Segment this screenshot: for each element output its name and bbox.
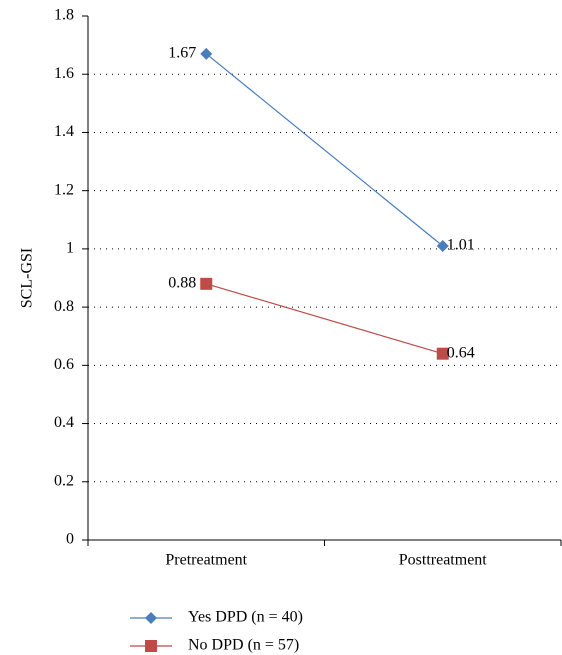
legend-label: Yes DPD (n = 40) bbox=[188, 609, 303, 626]
y-tick-label: 0.8 bbox=[54, 298, 74, 315]
data-point bbox=[436, 347, 449, 360]
y-tick-label: 1.6 bbox=[54, 65, 74, 82]
series-line bbox=[205, 53, 444, 247]
x-tick-label: Posttreatment bbox=[399, 552, 488, 569]
y-axis-label: SCL-GSI bbox=[19, 248, 36, 308]
y-tick-label: 0 bbox=[66, 531, 74, 548]
data-label: 1.01 bbox=[447, 237, 475, 254]
data-point bbox=[200, 277, 213, 290]
y-tick-label: 0.4 bbox=[54, 414, 74, 431]
data-label: 0.88 bbox=[168, 274, 196, 291]
y-tick-label: 1 bbox=[66, 240, 74, 257]
y-tick-label: 1.8 bbox=[54, 7, 74, 24]
series-line bbox=[206, 283, 443, 355]
data-point bbox=[436, 239, 449, 252]
data-label: 1.67 bbox=[168, 45, 196, 62]
legend-label: No DPD (n = 57) bbox=[188, 637, 299, 654]
x-tick-label: Pretreatment bbox=[165, 552, 247, 569]
y-tick-label: 0.6 bbox=[54, 356, 74, 373]
y-tick-label: 1.4 bbox=[54, 123, 74, 140]
y-tick-label: 0.2 bbox=[54, 472, 74, 489]
data-label: 0.64 bbox=[447, 344, 475, 361]
data-point bbox=[200, 47, 213, 60]
legend-marker bbox=[145, 612, 157, 624]
legend-marker bbox=[145, 640, 157, 652]
y-tick-label: 1.2 bbox=[54, 181, 74, 198]
